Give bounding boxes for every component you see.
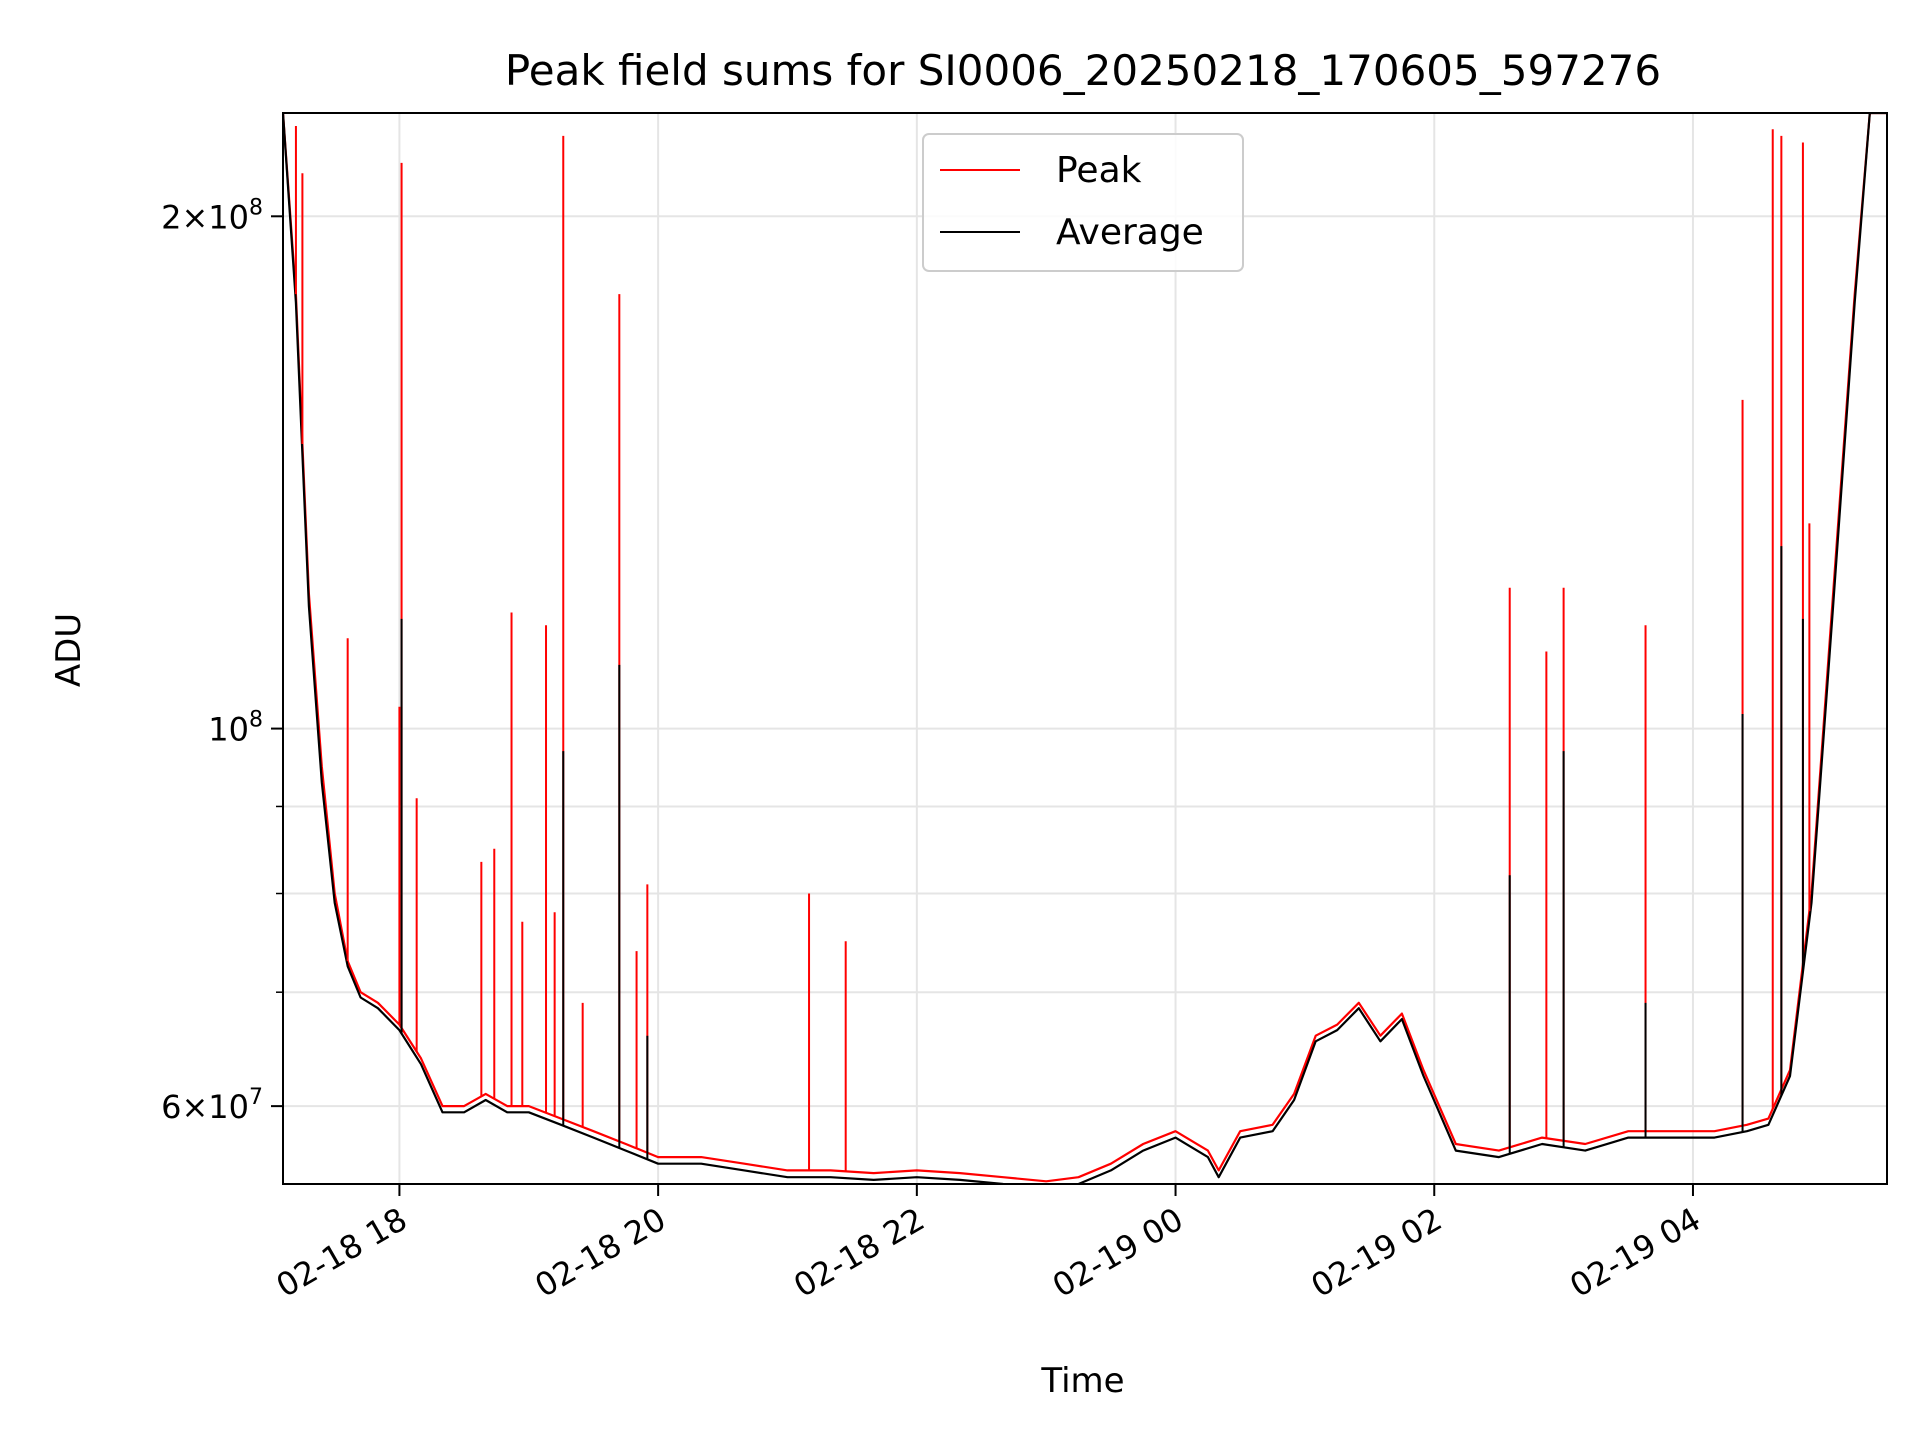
y-tick-label: 108 [208,708,263,749]
grid [283,113,1887,1184]
series-line-average [283,113,1887,1184]
series-layer [283,113,1887,1184]
legend-label-peak: Peak [1056,150,1142,191]
plot-area [283,113,1887,1184]
y-axis: 2×108 108 6×107 [161,195,283,1126]
y-tick-label: 6×107 [161,1085,263,1126]
series-line-peak [283,113,1887,1183]
legend-label-average: Average [1056,212,1204,253]
x-axis-title: Time [1040,1361,1124,1401]
y-axis-title: ADU [49,613,89,687]
chart-title: Peak field sums for SI0006_20250218_1706… [505,46,1661,95]
legend-box [922,133,1244,272]
y-tick-label: 2×108 [161,195,263,236]
legend: Peak Average [922,133,1244,272]
plot-frame [282,112,1888,1185]
